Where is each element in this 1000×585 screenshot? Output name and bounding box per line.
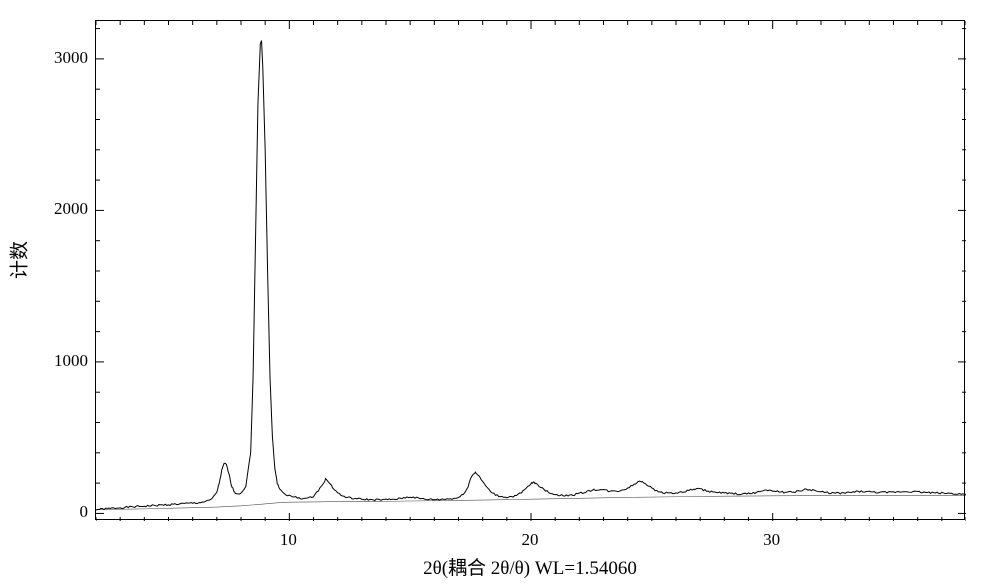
xrd-chart: 计数 2θ(耦合 2θ/θ) WL=1.54060 0 1000 2000 3000 1… [0,0,1000,585]
x-axis-label: 2θ(耦合 2θ/θ) WL=1.54060 [423,553,637,580]
y-tick-label: 1000 [54,351,88,371]
x-tick-label: 10 [280,530,297,550]
plot-svg [96,21,966,521]
y-axis-label: 计数 [5,241,32,279]
y-tick-label: 2000 [54,199,88,219]
y-tick-label: 0 [80,502,89,522]
plot-area [95,20,965,520]
y-tick-label: 3000 [54,48,88,68]
x-tick-label: 20 [522,530,539,550]
x-tick-label: 30 [763,530,780,550]
